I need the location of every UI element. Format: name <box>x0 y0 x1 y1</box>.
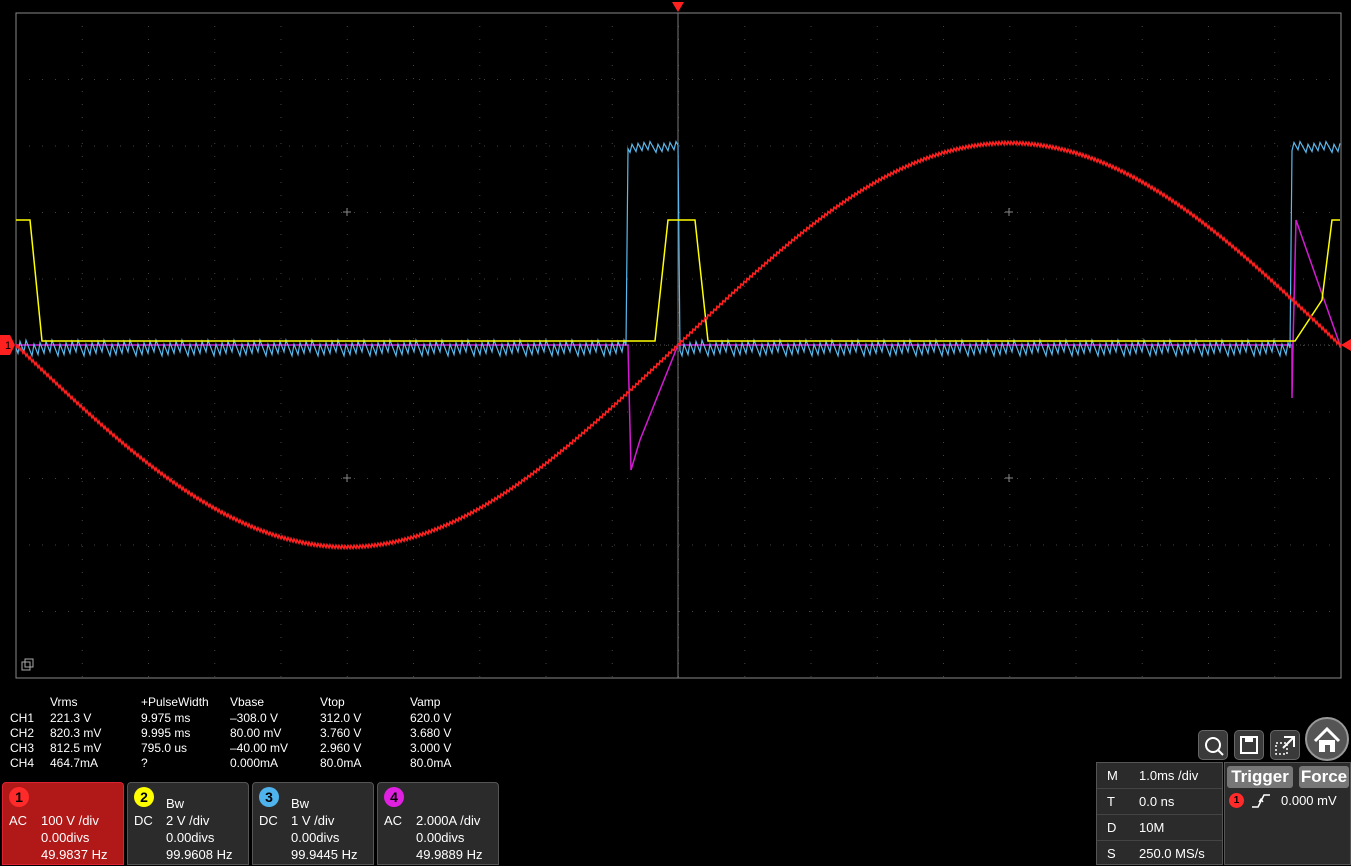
channel-3-box[interactable]: 3 Bw DC 1 V /div 0.00divs 99.9445 Hz <box>252 782 374 865</box>
coupling-label: DC <box>259 813 278 828</box>
channel-badge: 3 <box>259 787 279 807</box>
trigger-level-marker[interactable] <box>1341 339 1351 351</box>
meas-header-4: Vamp <box>410 695 441 709</box>
trigger-source-badge: 1 <box>1229 793 1244 808</box>
zoom-corner-icon[interactable] <box>21 658 34 671</box>
force-button[interactable]: Force <box>1299 766 1349 788</box>
meas-channel-label: CH4 <box>10 756 35 770</box>
horizontal-position[interactable]: T 0.0 ns <box>1097 789 1222 815</box>
channel2-trace <box>16 219 1340 342</box>
trigger-position-marker[interactable] <box>672 2 684 12</box>
bandwidth-limit-label: Bw <box>166 796 185 811</box>
meas-channel-label: CH3 <box>10 741 35 755</box>
vertical-scale: 100 V /div <box>41 813 99 828</box>
coupling-label: AC <box>9 813 28 828</box>
meas-value: 0.000mA <box>230 756 279 770</box>
channel-badge: 4 <box>384 787 404 807</box>
vertical-offset: 0.00divs <box>416 830 465 845</box>
channel4-trace <box>16 219 1341 471</box>
meas-header-2: Vbase <box>230 695 265 709</box>
horizontal-scale[interactable]: M 1.0ms /div <box>1097 763 1222 789</box>
home-icon[interactable] <box>1305 717 1349 761</box>
vertical-scale: 2 V /div <box>166 813 210 828</box>
channel-1-box[interactable]: 1 AC 100 V /div 0.00divs 49.9837 Hz <box>2 782 124 865</box>
meas-header-0: Vrms <box>50 695 78 709</box>
horizontal-settings-panel[interactable]: M 1.0ms /div T 0.0 ns D 10M S 250.0 MS/s <box>1096 762 1223 865</box>
channel-badge: 1 <box>9 787 29 807</box>
meas-value: 812.5 mV <box>50 741 102 755</box>
memory-depth[interactable]: D 10M <box>1097 815 1222 841</box>
save-icon[interactable] <box>1234 730 1264 760</box>
channel-2-box[interactable]: 2 Bw DC 2 V /div 0.00divs 99.9608 Hz <box>127 782 249 865</box>
coupling-label: DC <box>134 813 153 828</box>
channel-frequency: 99.9445 Hz <box>291 847 358 862</box>
meas-header-3: Vtop <box>320 695 345 709</box>
meas-value: 3.680 V <box>410 726 452 740</box>
channel1-trace <box>15 139 1342 551</box>
bandwidth-limit-label: Bw <box>291 796 310 811</box>
svg-text:1: 1 <box>5 340 11 352</box>
vertical-scale: 2.000A /div <box>416 813 481 828</box>
meas-channel-label: CH2 <box>10 726 35 740</box>
meas-value: 80.00 mV <box>230 726 282 740</box>
meas-value: 3.760 V <box>320 726 362 740</box>
sample-rate[interactable]: S 250.0 MS/s <box>1107 846 1205 861</box>
trigger-level: 0.000 mV <box>1281 793 1337 808</box>
meas-value: 620.0 V <box>410 711 452 725</box>
vertical-offset: 0.00divs <box>166 830 215 845</box>
meas-value: 9.995 ms <box>141 726 191 740</box>
channel3-trace <box>15 139 1341 359</box>
meas-value: 795.0 us <box>141 741 188 755</box>
waveform-display[interactable]: 1 <box>0 0 1351 700</box>
vertical-offset: 0.00divs <box>41 830 90 845</box>
meas-value: 2.960 V <box>320 741 362 755</box>
channel-badge: 2 <box>134 787 154 807</box>
meas-value: 312.0 V <box>320 711 362 725</box>
meas-header-1: +PulseWidth <box>141 695 209 709</box>
vertical-scale: 1 V /div <box>291 813 335 828</box>
meas-value: 221.3 V <box>50 711 92 725</box>
zoom-icon[interactable] <box>1198 730 1228 760</box>
meas-value: –308.0 V <box>230 711 279 725</box>
vertical-offset: 0.00divs <box>291 830 340 845</box>
meas-value: 9.975 ms <box>141 711 191 725</box>
measurement-table: Vrms +PulseWidth Vbase Vtop Vamp CH1 221.3 V 9.… <box>0 695 520 775</box>
meas-value: 3.000 V <box>410 741 452 755</box>
meas-value: 464.7mA <box>50 756 99 770</box>
meas-value: 80.0mA <box>410 756 452 770</box>
meas-value: 820.3 mV <box>50 726 102 740</box>
meas-channel-label: CH1 <box>10 711 35 725</box>
channel-frequency: 99.9608 Hz <box>166 847 233 862</box>
meas-value: 80.0mA <box>320 756 362 770</box>
coupling-label: AC <box>384 813 403 828</box>
export-icon[interactable] <box>1270 730 1300 760</box>
channel-4-box[interactable]: 4 AC 2.000A /div 0.00divs 49.9889 Hz <box>377 782 499 865</box>
ch1-ground-marker[interactable]: 1 <box>0 335 15 355</box>
meas-value: –40.00 mV <box>230 741 289 755</box>
trigger-button[interactable]: Trigger <box>1227 766 1293 788</box>
meas-value: ? <box>141 756 148 770</box>
channel-frequency: 49.9837 Hz <box>41 847 108 862</box>
trigger-panel[interactable]: Trigger Force 1 0.000 mV <box>1224 762 1351 865</box>
channel-frequency: 49.9889 Hz <box>416 847 483 862</box>
rising-edge-icon <box>1252 794 1270 808</box>
